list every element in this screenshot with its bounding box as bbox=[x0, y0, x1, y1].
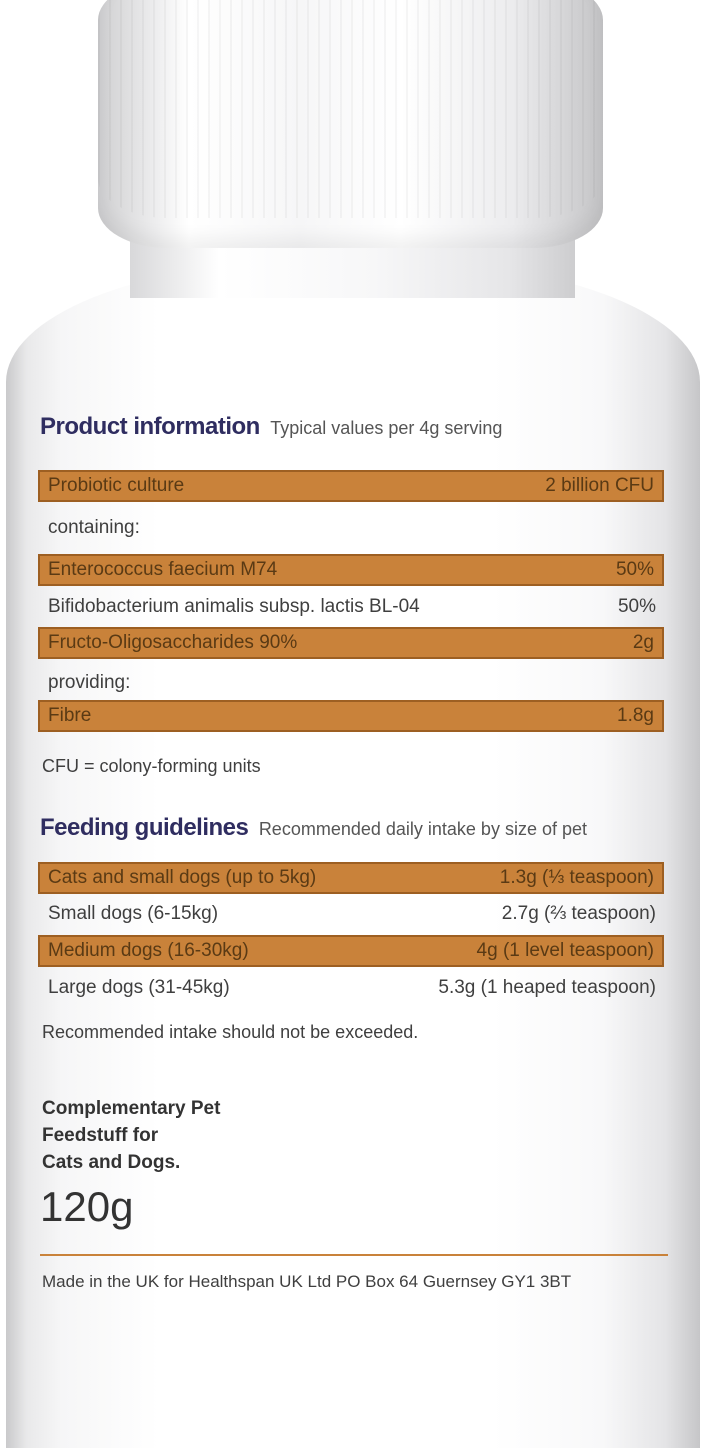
product-information-subtitle: Typical values per 4g serving bbox=[270, 418, 503, 438]
row-name: Enterococcus faecium M74 bbox=[48, 559, 278, 580]
complementary-feed-text: Complementary Pet Feedstuff for Cats and… bbox=[42, 1095, 302, 1176]
row-name: Probiotic culture bbox=[48, 475, 185, 496]
row-name: Fructo-Oligosaccharides 90% bbox=[48, 632, 298, 653]
row-name: Medium dogs (16-30kg) bbox=[48, 940, 249, 961]
row-name: Fibre bbox=[48, 705, 92, 726]
row-value: 50% bbox=[615, 559, 654, 580]
feeding-guidelines-title: Feeding guidelines bbox=[40, 814, 249, 841]
table-row: Probiotic culture 2 billion CFU bbox=[38, 470, 664, 502]
product-information-heading: Product information Typical values per 4… bbox=[40, 413, 502, 441]
row-value: 1.3g (⅓ teaspoon) bbox=[499, 867, 654, 888]
row-value: 2g bbox=[632, 632, 654, 653]
table-row: Enterococcus faecium M74 50% bbox=[38, 554, 664, 586]
complementary-line: Complementary Pet bbox=[42, 1098, 221, 1119]
complementary-line: Cats and Dogs. bbox=[42, 1152, 181, 1173]
bottle-body bbox=[6, 262, 700, 1448]
row-name: Cats and small dogs (up to 5kg) bbox=[48, 867, 317, 888]
table-row: providing: bbox=[38, 667, 664, 699]
table-row: containing: bbox=[38, 512, 664, 544]
bottle-neck bbox=[130, 238, 575, 298]
table-row: Large dogs (31-45kg) 5.3g (1 heaped teas… bbox=[38, 972, 664, 1004]
row-value: 50% bbox=[617, 596, 656, 617]
intake-warning: Recommended intake should not be exceede… bbox=[42, 1022, 419, 1042]
table-row: Cats and small dogs (up to 5kg) 1.3g (⅓ … bbox=[38, 862, 664, 894]
row-name: Large dogs (31-45kg) bbox=[48, 977, 230, 998]
cfu-footnote: CFU = colony-forming units bbox=[42, 756, 261, 776]
table-row: Fructo-Oligosaccharides 90% 2g bbox=[38, 627, 664, 659]
feeding-guidelines-subtitle: Recommended daily intake by size of pet bbox=[258, 819, 587, 839]
complementary-line: Feedstuff for bbox=[42, 1125, 159, 1146]
row-name: containing: bbox=[48, 517, 140, 538]
cap-ridges bbox=[98, 0, 603, 218]
manufacturer-address: Made in the UK for Healthspan UK Ltd PO … bbox=[42, 1272, 572, 1291]
row-value: 2 billion CFU bbox=[545, 475, 654, 496]
row-value: 1.8g bbox=[617, 705, 654, 726]
row-value: 2.7g (⅔ teaspoon) bbox=[501, 903, 656, 924]
bottle-cap bbox=[98, 0, 603, 248]
divider-line bbox=[40, 1254, 668, 1256]
table-row: Medium dogs (16-30kg) 4g (1 level teaspo… bbox=[38, 935, 664, 967]
table-row: Bifidobacterium animalis subsp. lactis B… bbox=[38, 591, 664, 623]
row-name: Bifidobacterium animalis subsp. lactis B… bbox=[48, 596, 420, 617]
row-value: 4g (1 level teaspoon) bbox=[476, 940, 654, 961]
product-information-title: Product information bbox=[40, 413, 260, 440]
row-name: providing: bbox=[48, 672, 131, 693]
table-row: Fibre 1.8g bbox=[38, 700, 664, 732]
net-weight: 120g bbox=[40, 1183, 134, 1230]
row-value: 5.3g (1 heaped teaspoon) bbox=[438, 977, 656, 998]
feeding-guidelines-heading: Feeding guidelines Recommended daily int… bbox=[40, 814, 587, 842]
row-name: Small dogs (6-15kg) bbox=[48, 903, 219, 924]
table-row: Small dogs (6-15kg) 2.7g (⅔ teaspoon) bbox=[38, 898, 664, 930]
